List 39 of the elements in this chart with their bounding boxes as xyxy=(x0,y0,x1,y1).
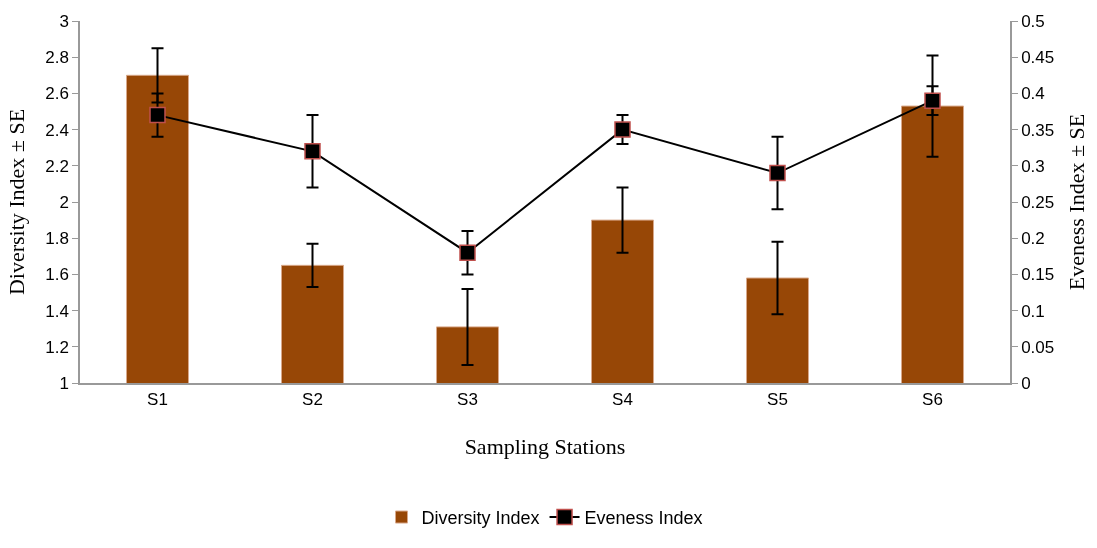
point xyxy=(459,244,476,261)
y-axis-title: Diversity Index ± SE xyxy=(3,108,29,296)
legend-label: Diversity Index xyxy=(421,508,540,529)
y-tick-label: 2.6 xyxy=(45,84,69,104)
point xyxy=(614,121,631,138)
y-tick-label: 1.6 xyxy=(45,265,69,285)
y2-tick-label: 0.45 xyxy=(1021,48,1055,68)
y-tick-label: 1.4 xyxy=(45,301,69,321)
x-tick-label: S4 xyxy=(612,390,633,410)
x-tick-label: S5 xyxy=(767,390,788,410)
y-tick-label: 1.2 xyxy=(45,337,69,357)
legend-label: Eveness Index xyxy=(584,508,703,529)
point xyxy=(304,143,321,160)
y2-axis-title: Eveness Index ± SE xyxy=(1063,113,1089,291)
y2-tick-label: 0.1 xyxy=(1021,301,1045,321)
y2-tick-label: 0.15 xyxy=(1021,265,1055,285)
y2-tick-label: 0 xyxy=(1021,373,1031,393)
x-axis-title: Sampling Stations xyxy=(464,433,626,459)
y-tick-label: 2 xyxy=(59,192,69,212)
y2-tick-label: 0.3 xyxy=(1021,156,1045,176)
y-tick-label: 3 xyxy=(59,11,69,31)
y2-tick-label: 0.4 xyxy=(1021,84,1045,104)
y2-tick-label: 0.05 xyxy=(1021,337,1055,357)
point xyxy=(924,92,941,109)
x-tick-label: S2 xyxy=(302,390,323,410)
y2-tick-label: 0.5 xyxy=(1021,11,1045,31)
y-tick-label: 1 xyxy=(59,373,69,393)
y2-tick-label: 0.2 xyxy=(1021,229,1045,249)
y2-tick-label: 0.35 xyxy=(1021,120,1055,140)
x-tick-label: S3 xyxy=(457,390,478,410)
point xyxy=(769,164,786,182)
y-tick-label: 2.2 xyxy=(45,156,69,176)
y-tick-label: 1.8 xyxy=(45,229,69,249)
y2-tick-label: 0.25 xyxy=(1021,192,1055,212)
x-tick-label: S1 xyxy=(147,390,168,410)
y-tick-label: 2.8 xyxy=(45,48,69,68)
point xyxy=(149,106,166,124)
y-tick-label: 2.4 xyxy=(45,120,69,140)
x-tick-label: S6 xyxy=(922,390,943,410)
